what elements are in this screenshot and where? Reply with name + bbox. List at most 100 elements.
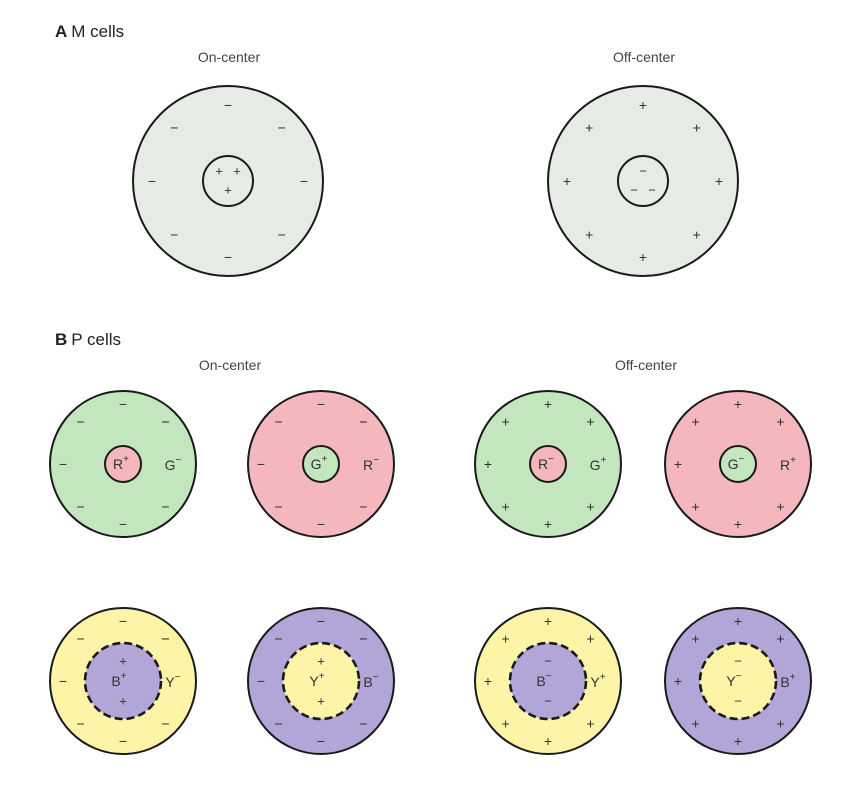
surround-label-sign: − — [373, 455, 379, 466]
center-circle — [698, 641, 778, 721]
surround-sign: − — [119, 396, 127, 412]
center-sign: + — [119, 654, 127, 669]
center-sign: + — [233, 164, 241, 179]
surround-sign: − — [224, 249, 232, 265]
surround-sign: + — [585, 227, 593, 243]
surround-sign: + — [776, 414, 784, 430]
surround-sign: + — [734, 516, 742, 532]
surround-sign: − — [317, 516, 325, 532]
center-label-sign: − — [548, 454, 554, 465]
surround-sign: + — [674, 673, 682, 689]
surround-sign: + — [544, 396, 552, 412]
surround-sign: + — [544, 613, 552, 629]
surround-label-sign: − — [373, 672, 379, 683]
receptive-field-m-off: + + + + + + + + −− − — [547, 85, 739, 277]
surround-sign: + — [586, 631, 594, 647]
surround-sign: + — [776, 631, 784, 647]
surround-sign: − — [359, 715, 367, 731]
center-sign: − — [648, 183, 656, 198]
receptive-field-p-off-rg: ++++++ ++R− G+ — [474, 390, 622, 538]
surround-sign: − — [274, 631, 282, 647]
surround-sign: + — [484, 673, 492, 689]
receptive-field-p-on-yb: −−−−−− −−Y+ B−++ — [247, 607, 395, 755]
surround-sign: + — [776, 715, 784, 731]
center-circle — [719, 445, 757, 483]
receptive-field-p-off-gr: ++++++ ++G− R+ — [664, 390, 812, 538]
surround-sign: + — [586, 631, 594, 647]
surround-sign: − — [161, 631, 169, 647]
surround-sign: + — [544, 516, 552, 532]
surround-sign: − — [148, 173, 156, 189]
surround-sign: + — [586, 715, 594, 731]
center-label-sign: + — [319, 671, 325, 682]
surround-sign: − — [317, 733, 325, 749]
surround-sign: − — [257, 456, 265, 472]
section-a-title: M cells — [71, 22, 125, 41]
surround-sign: − — [359, 414, 367, 430]
surround-sign: − — [274, 414, 282, 430]
m-on-center-title: On-center — [197, 49, 261, 65]
surround-sign: + — [501, 414, 509, 430]
center-label-sign: + — [123, 454, 129, 465]
center-circle — [529, 445, 567, 483]
surround-sign: − — [170, 227, 178, 243]
section-b-letter: B — [55, 330, 68, 349]
center-circle — [617, 155, 669, 207]
surround-sign: + — [639, 249, 647, 265]
surround-sign: + — [776, 414, 784, 430]
surround-sign: + — [586, 414, 594, 430]
surround-sign: − — [161, 715, 169, 731]
surround-sign: + — [484, 456, 492, 472]
surround-sign: + — [734, 396, 742, 412]
center-label-sign: + — [322, 454, 328, 465]
surround-label-sign: + — [601, 455, 607, 466]
surround-sign: + — [544, 733, 552, 749]
center-label-sign: + — [121, 671, 127, 682]
surround-sign: − — [161, 631, 169, 647]
center-circle — [104, 445, 142, 483]
surround-sign: + — [693, 119, 701, 135]
surround-sign: − — [274, 715, 282, 731]
center-sign: − — [639, 164, 647, 179]
surround-label-sign: + — [790, 455, 796, 466]
surround-sign: + — [586, 498, 594, 514]
surround-label-sign: + — [790, 672, 796, 683]
receptive-field-p-on-gr: −−−−−− −−G+ R− — [247, 390, 395, 538]
surround-sign: − — [170, 119, 178, 135]
surround-sign: + — [776, 498, 784, 514]
surround-sign: − — [59, 456, 67, 472]
surround-sign: − — [119, 613, 127, 629]
center-sign: + — [317, 654, 325, 669]
surround-sign: − — [300, 173, 308, 189]
surround-sign: + — [734, 733, 742, 749]
surround-sign: − — [278, 119, 286, 135]
section-a-letter: A — [55, 22, 68, 41]
surround-sign: + — [501, 498, 509, 514]
surround-sign: − — [59, 673, 67, 689]
center-circle — [302, 445, 340, 483]
center-label-sign: − — [546, 671, 552, 682]
surround-sign: − — [119, 733, 127, 749]
surround-sign: + — [776, 631, 784, 647]
center-sign: − — [734, 694, 742, 709]
center-circle — [508, 641, 588, 721]
surround-sign: + — [586, 414, 594, 430]
center-sign: + — [317, 694, 325, 709]
surround-sign: − — [317, 613, 325, 629]
surround-sign: + — [734, 613, 742, 629]
receptive-field-p-on-by: −−−−−− −−B+ Y−++ — [49, 607, 197, 755]
surround-sign: + — [585, 119, 593, 135]
surround-sign: − — [278, 227, 286, 243]
center-sign: + — [119, 694, 127, 709]
surround-sign: − — [274, 498, 282, 514]
receptive-field-p-off-yb: ++++++ ++Y− B+−− — [664, 607, 812, 755]
center-sign: − — [734, 654, 742, 669]
surround-sign: + — [691, 498, 699, 514]
surround-sign: − — [161, 498, 169, 514]
surround-sign: − — [317, 396, 325, 412]
center-circle — [202, 155, 254, 207]
surround-sign: − — [76, 715, 84, 731]
